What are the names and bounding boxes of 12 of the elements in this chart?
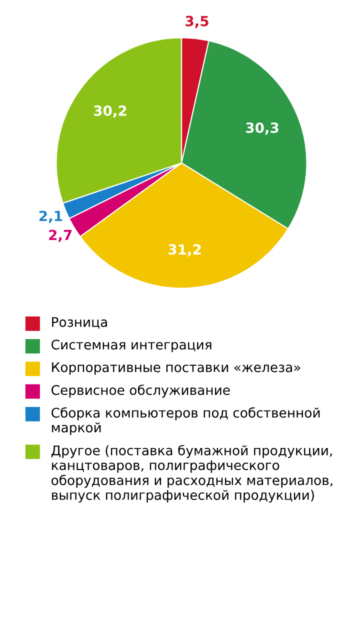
legend-label: Корпоративные поставки «железа» [52,362,300,375]
data-label: 2,7 [49,230,72,242]
data-label: 3,5 [186,16,208,28]
data-label: 30,2 [94,105,126,118]
legend-label: Системная интеграция [52,340,212,352]
data-label: 30,3 [246,122,278,135]
data-label: 2,1 [40,210,62,223]
legend-label: Розница [52,317,107,329]
data-label: 31,2 [168,244,201,256]
legend-label: Сервисное обслуживание [52,384,230,398]
legend-label: Сборка компьютеров под собственной маркой [52,407,320,436]
legend-label: Другое (поставка бумажной продукции, канцтоваров, полиграфического оборудования и расходных материалов, выпуск полиграфической продукции) [51,444,332,503]
